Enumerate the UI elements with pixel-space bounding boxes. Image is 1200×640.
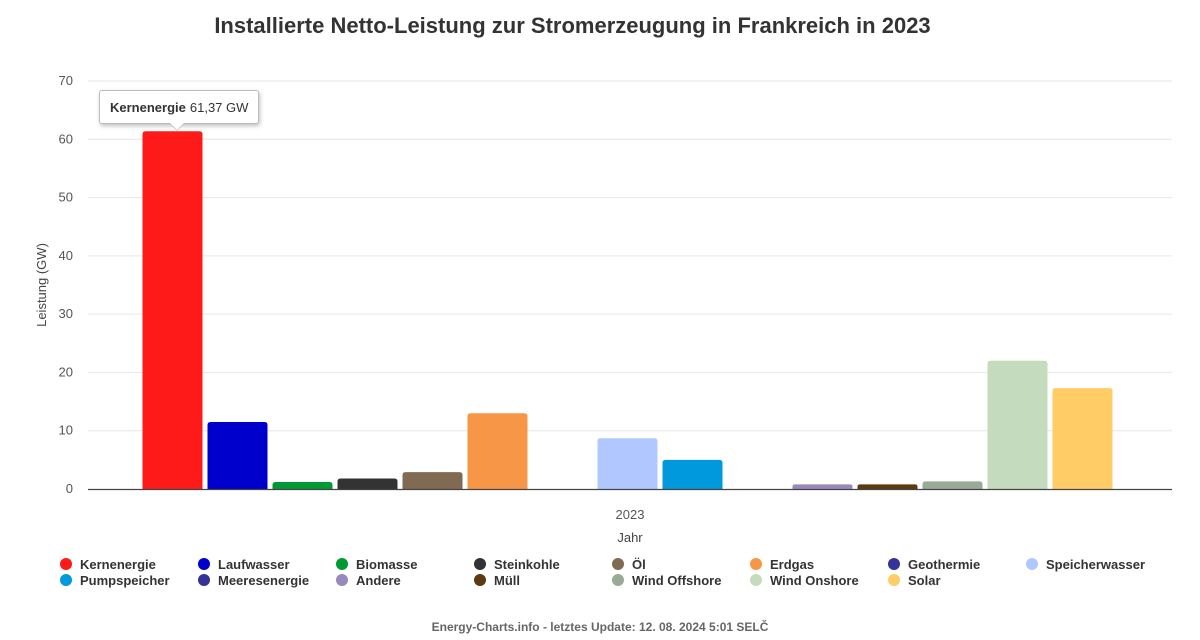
legend-marker [336, 558, 348, 570]
legend-item[interactable]: Kernenergie [60, 556, 198, 572]
chart-title: Installierte Netto-Leistung zur Stromerz… [214, 13, 931, 38]
legend-label: Pumpspeicher [80, 572, 170, 588]
legend-item[interactable]: Müll [474, 572, 612, 588]
x-axis-title: Jahr [617, 530, 643, 545]
legend-item[interactable]: Wind Onshore [750, 572, 888, 588]
bar-chart: 0 10 20 30 40 50 60 70 2023 Jahr Leistung (GW) [34, 73, 1172, 545]
legend-label: Geothermie [908, 556, 981, 572]
legend-item[interactable]: Biomasse [336, 556, 474, 572]
bar-kernenergie [142, 131, 203, 489]
bar-erdgas [467, 413, 528, 489]
footer-credit: Energy-Charts.info - letztes Update: 12.… [431, 620, 769, 634]
x-tick-label: 2023 [616, 507, 645, 522]
legend-marker [750, 574, 762, 586]
y-tick-label: 70 [59, 73, 73, 88]
y-tick-label: 30 [59, 306, 73, 321]
legend-marker [198, 574, 210, 586]
y-tick-label: 20 [59, 364, 73, 379]
legend-label: Erdgas [770, 556, 815, 572]
legend-item[interactable]: Geothermie [888, 556, 1026, 572]
legend: Kernenergie Laufwasser Biomasse Steinkohle Ö… [60, 556, 1170, 588]
legend-marker [474, 574, 486, 586]
legend-item[interactable]: Öl [612, 556, 750, 572]
y-tick-label: 10 [59, 423, 73, 438]
y-tick-label: 60 [59, 131, 73, 146]
bar-speicherwasser [597, 438, 658, 489]
bar-müll [857, 484, 918, 489]
legend-label: Andere [356, 572, 401, 588]
legend-marker [474, 558, 486, 570]
bar-öl [402, 472, 463, 489]
tooltip-arrow [170, 123, 184, 130]
legend-label: Biomasse [356, 556, 418, 572]
legend-item[interactable]: Solar [888, 572, 1026, 588]
legend-item[interactable]: Steinkohle [474, 556, 612, 572]
y-tick-label: 40 [59, 248, 73, 263]
bar-biomasse [272, 482, 333, 489]
y-tick-label: 50 [59, 190, 73, 205]
legend-item[interactable]: Laufwasser [198, 556, 336, 572]
legend-marker [612, 574, 624, 586]
legend-item[interactable]: Erdgas [750, 556, 888, 572]
bar-steinkohle [337, 478, 398, 489]
bar-wind-onshore [987, 360, 1048, 489]
tooltip-value: 61,37 GW [189, 99, 249, 115]
legend-marker [612, 558, 624, 570]
y-tick-label: 0 [66, 481, 73, 496]
legend-label: Wind Offshore [632, 572, 722, 588]
legend-item[interactable]: Speicherwasser [1026, 556, 1164, 572]
tooltip: Kernenergie 61,37 GW [99, 90, 260, 124]
bar-solar [1052, 388, 1113, 489]
legend-item[interactable]: Meeresenergie [198, 572, 336, 588]
legend-marker [888, 574, 900, 586]
legend-label: Müll [494, 572, 520, 588]
legend-marker [1026, 558, 1038, 570]
legend-item[interactable]: Pumpspeicher [60, 572, 198, 588]
bar-wind-offshore [922, 481, 983, 489]
bar-pumpspeicher [662, 459, 723, 489]
y-axis-title: Leistung (GW) [34, 243, 49, 327]
legend-label: Speicherwasser [1046, 556, 1146, 572]
legend-marker [336, 574, 348, 586]
tooltip-series: Kernenergie [110, 99, 186, 115]
legend-label: Wind Onshore [770, 572, 859, 588]
legend-marker [750, 558, 762, 570]
bar-laufwasser [207, 421, 268, 489]
legend-marker [888, 558, 900, 570]
legend-item[interactable]: Andere [336, 572, 474, 588]
legend-marker [60, 574, 72, 586]
legend-marker [60, 558, 72, 570]
legend-label: Steinkohle [494, 556, 560, 572]
legend-label: Solar [908, 572, 941, 588]
legend-label: Kernenergie [80, 556, 156, 572]
legend-marker [198, 558, 210, 570]
bar-andere [792, 484, 853, 489]
legend-label: Meeresenergie [218, 572, 310, 588]
legend-label: Öl [632, 556, 646, 572]
legend-label: Laufwasser [218, 556, 290, 572]
legend-item[interactable]: Wind Offshore [612, 572, 750, 588]
